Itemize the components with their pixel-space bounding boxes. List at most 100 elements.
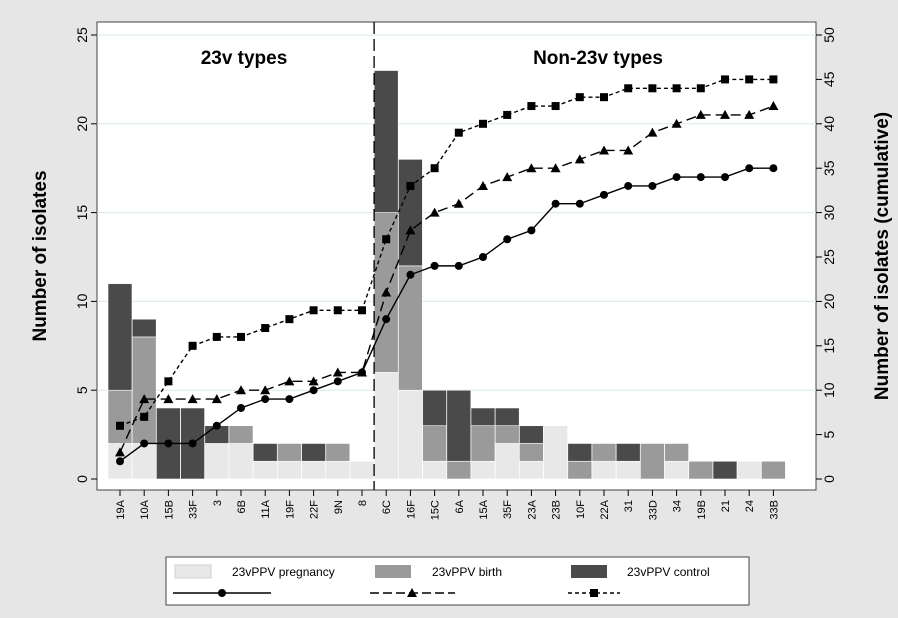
bar-6C-series-0 (373, 372, 399, 480)
cumulative-line-triangle (119, 105, 774, 453)
y-right-tick-label-30: 30 (821, 205, 837, 221)
marker-circle-21 (721, 173, 729, 182)
marker-square-8 (358, 306, 366, 315)
bar-22F-series-0 (301, 460, 326, 480)
marker-circle-16F (406, 270, 415, 279)
marker-square-23B (551, 102, 560, 111)
marker-triangle-19F (284, 376, 295, 386)
gridlines (97, 34, 816, 391)
marker-circle-3 (212, 421, 221, 430)
x-tick-label-35F: 35F (502, 500, 514, 519)
bar-9N-series-0 (325, 460, 351, 480)
x-tick-label-33B: 33B (768, 500, 780, 520)
bar-33B-series-1 (761, 460, 786, 480)
marker-triangle-6A (453, 198, 464, 208)
y-axis-right-label: Number of isolates (cumulative) (872, 112, 893, 400)
y-right-tick-label-20: 20 (821, 293, 837, 309)
bar-15A-series-2 (470, 407, 496, 427)
bar-10F-series-1 (567, 460, 593, 480)
x-tick-label-33F: 33F (188, 500, 200, 519)
marker-circle-6C (382, 315, 391, 324)
marker-circle-19F (285, 395, 294, 404)
marker-square-24 (745, 75, 754, 84)
bar-16F-series-0 (398, 389, 423, 480)
marker-square-3 (212, 332, 221, 341)
marker-circle-15B (164, 439, 173, 448)
x-tick-label-10F: 10F (575, 500, 587, 519)
marker-square-23A (527, 102, 536, 111)
legend-marker-triangle (407, 588, 417, 597)
marker-circle-33F (188, 439, 197, 448)
marker-circle-35F (503, 235, 512, 244)
x-tick-label-6B: 6B (236, 500, 248, 513)
bar-23A-series-2 (519, 425, 544, 444)
bar-22A-series-1 (591, 443, 617, 462)
y-right-tick-label-10: 10 (821, 382, 837, 398)
marker-triangle-19A (115, 447, 125, 457)
marker-triangle-24 (744, 109, 755, 119)
marker-circle-19B (696, 173, 705, 182)
bar-8-series-0 (349, 460, 375, 480)
legend-label-control: 23vPPV control (627, 565, 710, 579)
bar-23B-series-0 (543, 425, 568, 480)
bar-6A-series-1 (446, 460, 472, 480)
marker-square-19B (696, 84, 705, 93)
bar-34-series-0 (664, 460, 689, 480)
bar-15C-series-2 (422, 389, 447, 427)
legend: 23vPPV pregnancy 23vPPV birth 23vPPV con… (165, 556, 750, 606)
bar-15A-series-0 (470, 460, 496, 480)
x-tick-label-21: 21 (720, 500, 732, 512)
axes: 0 5 10 15 20 25 0 5 10 15 20 25 30 35 40 45 50 19A 10A 15B 3… (74, 27, 837, 520)
marker-triangle-33F (187, 394, 198, 404)
marker-square-35F (503, 110, 512, 119)
marker-circle-24 (745, 164, 754, 173)
y-left-tick-label-20: 20 (74, 116, 90, 132)
x-tick-label-8: 8 (357, 500, 369, 506)
bar-33D-series-1 (640, 443, 665, 480)
marker-triangle-22A (599, 145, 609, 155)
bar-31-series-2 (615, 443, 641, 462)
x-tick-label-19A: 19A (115, 499, 127, 519)
bar-15C-series-1 (422, 425, 447, 462)
cumulative-line-square (119, 78, 774, 427)
bar-15C-series-0 (422, 460, 447, 480)
marker-triangle-10A (139, 394, 150, 404)
y-right-tick-label-0: 0 (821, 475, 837, 483)
marker-triangle-15B (163, 394, 174, 404)
marker-square-33D (648, 84, 657, 93)
marker-triangle-15A (478, 180, 488, 190)
marker-square-19F (285, 315, 294, 324)
bar-22F-series-2 (301, 443, 326, 462)
bar-34-series-1 (664, 443, 689, 462)
marker-triangle-6C (381, 287, 392, 297)
bar-16F-series-1 (398, 265, 423, 391)
y-right-tick-label-40: 40 (821, 116, 837, 132)
bar-15A-series-1 (470, 425, 496, 462)
x-tick-label-9N: 9N (333, 500, 345, 514)
marker-triangle-31 (623, 145, 634, 155)
y-axis-left-label: Number of isolates (30, 170, 51, 341)
marker-circle-10F (575, 199, 584, 208)
bar-6A-series-2 (446, 389, 472, 462)
marker-square-15C (430, 164, 439, 173)
marker-square-9N (333, 306, 342, 315)
bar-16F-series-2 (398, 159, 423, 267)
marker-circle-33D (648, 181, 657, 190)
bar-6C-series-2 (373, 70, 399, 213)
y-right-tick-label-35: 35 (821, 160, 837, 176)
x-tick-label-16F: 16F (405, 500, 417, 519)
legend-marker-square (590, 589, 598, 597)
marker-square-15B (164, 377, 173, 386)
x-tick-label-31: 31 (623, 500, 635, 512)
bar-35F-series-2 (494, 407, 520, 427)
x-tick-label-6C: 6C (381, 500, 393, 514)
marker-triangle-3 (211, 394, 222, 404)
bar-35F-series-0 (494, 443, 520, 480)
legend-label-pregnancy: 23vPPV pregnancy (232, 565, 335, 579)
bar-19B-series-1 (688, 460, 714, 480)
annotation-non-23v-types: Non-23v types (533, 48, 663, 69)
legend-box (165, 556, 750, 606)
bar-11A-series-2 (252, 443, 278, 462)
marker-triangle-35F (502, 172, 513, 182)
